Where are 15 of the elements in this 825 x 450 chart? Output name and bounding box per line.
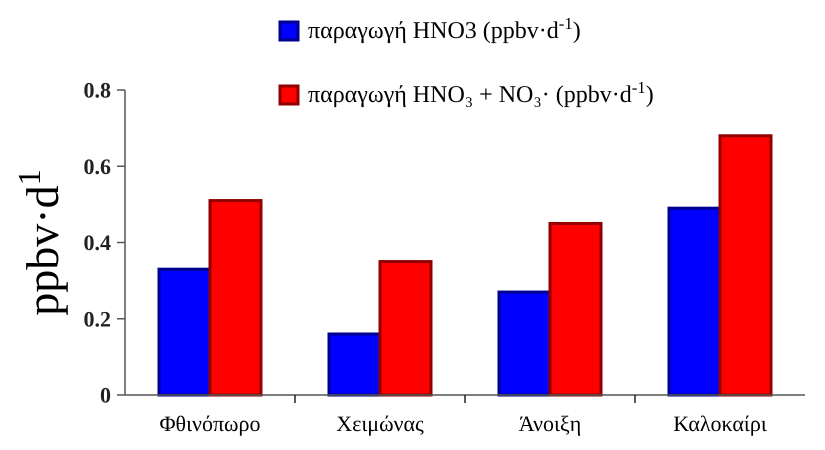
bar: [548, 222, 602, 396]
x-tick-label: Φθινόπωρο: [159, 411, 261, 436]
bar: [718, 134, 772, 396]
y-tick-label: 0.4: [84, 230, 111, 256]
x-tick-label: Καλοκαίρι: [673, 411, 767, 436]
y-tick-label: 0.8: [84, 78, 111, 103]
x-tick-label: Χειμώνας: [336, 411, 424, 436]
bar: [208, 199, 262, 396]
y-tick-label: 0.6: [84, 154, 111, 179]
bar: [378, 260, 432, 396]
legend-label: παραγωγή HNO₃ + NO₃· (ppbv·d$^{-1}$): [308, 78, 654, 108]
legend-label: παραγωγή HNO3 (ppbv·d$^{-1}$): [308, 14, 581, 44]
y-tick-label: 0: [100, 382, 111, 408]
x-tick-label: Άνοιξη: [518, 411, 582, 436]
y-tick-label: 0.2: [84, 306, 111, 332]
